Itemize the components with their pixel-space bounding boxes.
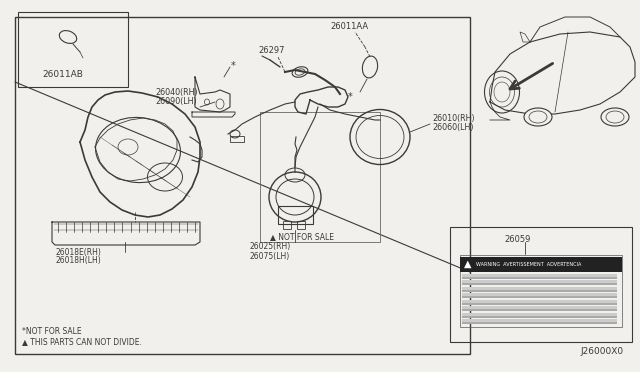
Bar: [260, 112, 380, 242]
Bar: [462, 312, 617, 318]
Bar: [278, 206, 313, 224]
Bar: [462, 283, 617, 285]
Text: 26090(LH): 26090(LH): [155, 96, 196, 106]
Bar: [283, 221, 291, 229]
Bar: [462, 287, 617, 292]
Ellipse shape: [529, 111, 547, 123]
Ellipse shape: [606, 111, 624, 123]
Bar: [230, 136, 244, 142]
Bar: [462, 280, 617, 285]
Text: 26018H(LH): 26018H(LH): [55, 257, 100, 266]
Text: 26011AA: 26011AA: [330, 22, 368, 31]
Text: *: *: [348, 92, 353, 102]
Text: ▲ NOT FOR SALE: ▲ NOT FOR SALE: [270, 232, 334, 241]
Bar: [450, 227, 632, 342]
Bar: [462, 277, 617, 279]
Text: 26010(RH): 26010(RH): [432, 113, 475, 122]
Bar: [18, 12, 128, 87]
Bar: [297, 221, 305, 229]
Text: 26040(RH): 26040(RH): [155, 87, 198, 96]
Bar: [462, 293, 617, 298]
Bar: [462, 296, 617, 298]
Text: WARNING  AVERTISSEMENT  ADVERTENCIA: WARNING AVERTISSEMENT ADVERTENCIA: [476, 262, 581, 266]
Bar: [460, 257, 622, 272]
Bar: [462, 309, 617, 311]
Text: 26297: 26297: [258, 45, 285, 55]
Bar: [15, 17, 470, 354]
Text: 26075(LH): 26075(LH): [250, 251, 291, 260]
Bar: [462, 322, 617, 324]
Bar: [462, 274, 617, 279]
Text: *NOT FOR SALE: *NOT FOR SALE: [22, 327, 82, 337]
Text: ▲: ▲: [464, 259, 472, 269]
Text: 26059: 26059: [504, 234, 531, 244]
Bar: [462, 300, 617, 305]
Bar: [462, 306, 617, 311]
Ellipse shape: [601, 108, 629, 126]
Text: 26018E(RH): 26018E(RH): [55, 247, 101, 257]
Bar: [462, 290, 617, 292]
Text: *: *: [231, 61, 236, 71]
Text: 26011AB: 26011AB: [42, 70, 83, 78]
Text: ▲ THIS PARTS CAN NOT DIVIDE.: ▲ THIS PARTS CAN NOT DIVIDE.: [22, 337, 142, 346]
Ellipse shape: [524, 108, 552, 126]
Text: J26000X0: J26000X0: [580, 347, 623, 356]
Bar: [460, 255, 622, 327]
Text: 26025(RH): 26025(RH): [250, 243, 291, 251]
Bar: [462, 303, 617, 305]
Bar: [462, 315, 617, 318]
Text: 26060(LH): 26060(LH): [432, 122, 474, 131]
Bar: [462, 319, 617, 324]
